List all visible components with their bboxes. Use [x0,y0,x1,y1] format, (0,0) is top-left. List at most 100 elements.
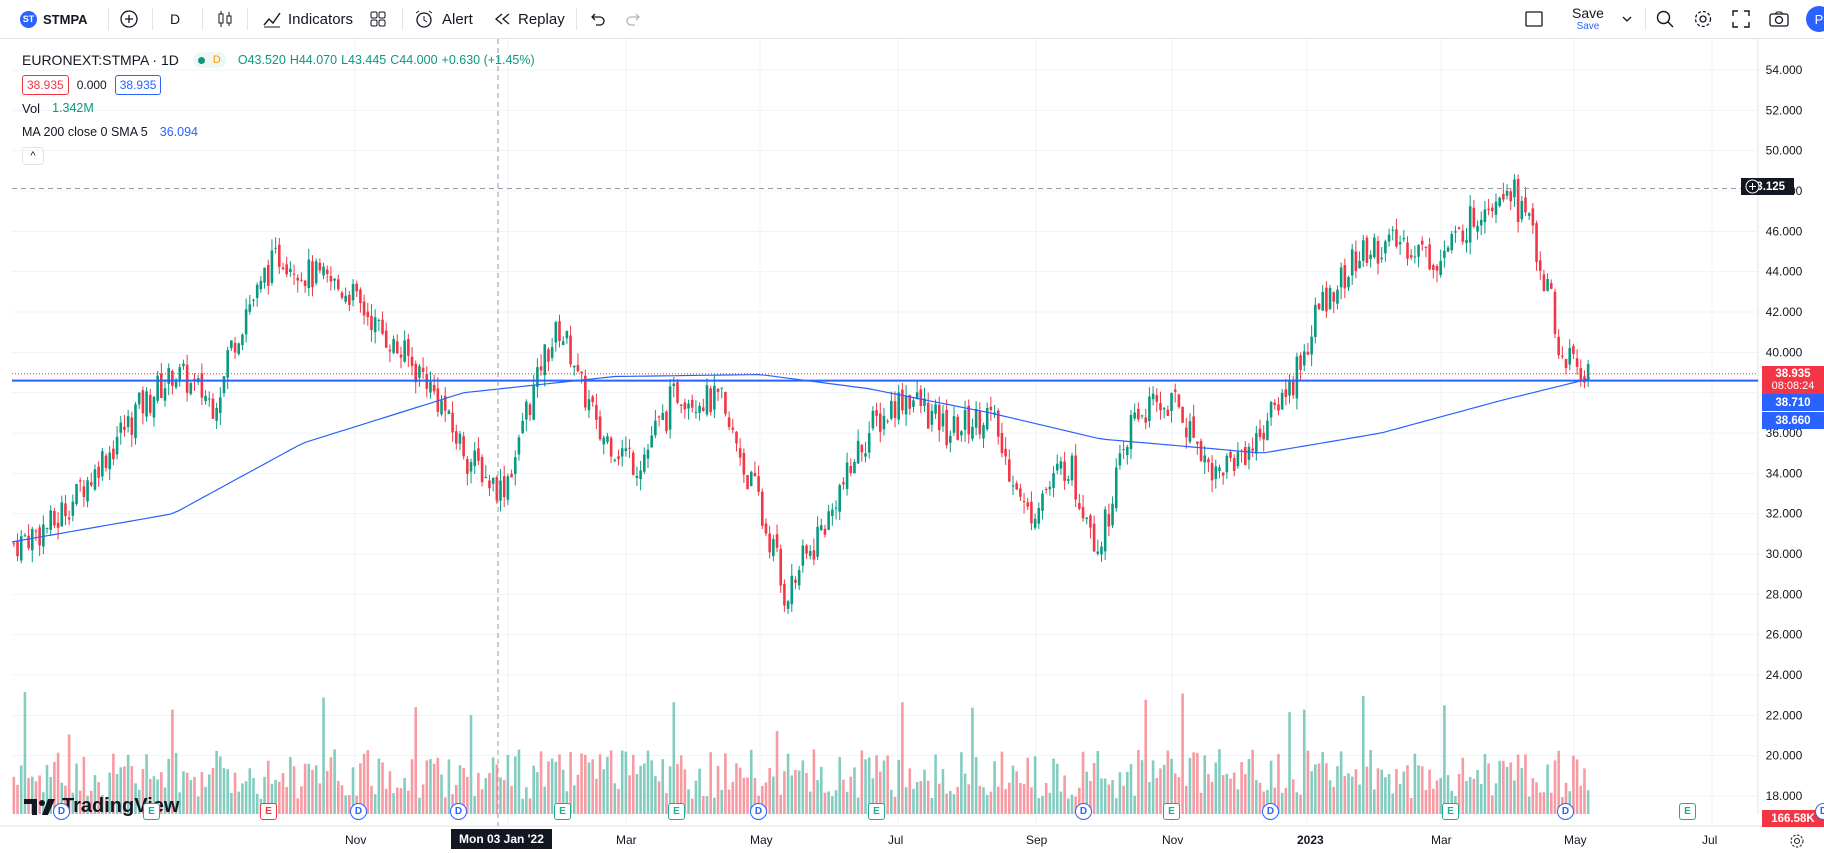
volume-bar [635,774,639,814]
candle-body [42,524,45,547]
candle-body [908,394,912,409]
time-tick-label: Sep [1026,833,1048,847]
candle-body [694,411,698,413]
ma-indicator-label[interactable]: MA 200 close 0 SMA 5 [22,125,148,139]
volume-bar [1247,758,1251,814]
earnings-event-icon[interactable]: E [554,803,571,820]
candle-body [1133,412,1136,419]
candle-body [1424,246,1428,248]
collapse-legend-button[interactable]: ^ [22,147,44,165]
price-chart[interactable]: 54.00052.00050.00048.00046.00044.00042.0… [0,39,1824,853]
candle-body [491,478,495,484]
volume-bar [23,692,27,814]
earnings-event-icon[interactable]: E [143,803,160,820]
earnings-event-icon[interactable]: E [868,803,885,820]
candle-body [772,539,775,557]
dividend-event-icon[interactable]: D [1557,803,1574,820]
candle-body [307,259,311,288]
chart-type-button[interactable] [215,0,235,38]
compare-button[interactable] [119,0,139,38]
candle-body [702,407,705,411]
earnings-event-icon[interactable]: E [1679,803,1696,820]
candle-body [16,540,19,557]
avatar[interactable]: P [1806,0,1824,38]
volume-bar [126,754,130,814]
buy-price-button[interactable]: 38.935 [114,75,162,95]
volume-bar [1328,780,1332,814]
symbol-search-button[interactable]: ST STMPA [20,0,88,38]
candle-body [572,365,576,368]
volume-bar [480,789,484,814]
volume-bar [1424,789,1428,814]
candle-body [156,375,159,401]
templates-button[interactable] [368,0,388,38]
candle-body [480,457,484,483]
volume-bar [1262,791,1265,814]
candle-body [845,462,849,490]
replay-button[interactable]: Replay [494,0,565,38]
ohlc-low: L43.445 [341,53,387,67]
candle-body [720,387,724,389]
undo-button[interactable] [588,0,606,38]
indicators-button[interactable]: Indicators [262,0,353,38]
candle-body [1177,394,1181,408]
candle-body [875,410,878,416]
candle-body [1118,453,1122,466]
volume-bar [1513,780,1516,814]
volume-bar [949,790,952,814]
volume-bar [1269,760,1273,814]
save-button[interactable]: Save Save [1572,0,1604,38]
volume-bar [742,777,746,814]
candle-body [1266,420,1269,441]
dividend-event-icon[interactable]: D [1262,803,1279,820]
candle-body [941,413,945,427]
plus-circle-icon[interactable] [1745,179,1760,194]
candle-body [1214,466,1218,479]
dividend-event-icon[interactable]: D [1075,803,1092,820]
layout-button[interactable] [1524,0,1544,38]
volume-bar [145,754,148,814]
volume-bar [56,752,60,814]
candle-body [300,279,303,281]
volume-bar [1395,769,1398,814]
dividend-event-icon[interactable]: D [750,803,767,820]
volume-indicator-label[interactable]: Vol [22,100,41,116]
interval-button[interactable]: D [170,0,180,38]
volume-bar [661,759,665,814]
dividend-event-icon[interactable]: D [450,803,467,820]
axis-settings-gear-icon[interactable] [1789,833,1805,849]
fullscreen-button[interactable] [1731,0,1751,38]
volume-bar [318,783,322,814]
candle-body [989,406,993,411]
earnings-event-icon[interactable]: E [1442,803,1459,820]
time-tick-label: May [750,833,773,847]
candle-body [112,448,115,460]
sell-price-button[interactable]: 38.935 [22,75,69,95]
earnings-event-icon[interactable]: E [1163,803,1180,820]
alert-button[interactable]: Alert [414,0,473,38]
candle-body [499,480,502,501]
volume-bar [812,749,816,814]
candle-body [325,269,329,274]
market-status[interactable]: D [192,52,226,68]
candle-body [432,385,436,392]
search-button[interactable] [1655,0,1675,38]
volume-bar [377,758,381,814]
volume-bar [248,768,252,814]
dividend-event-icon[interactable]: D [53,803,70,820]
save-dropdown-button[interactable] [1620,0,1634,38]
candle-body [152,396,156,418]
earnings-event-icon[interactable]: E [668,803,685,820]
market-open-dot [197,56,205,64]
earnings-event-icon[interactable]: E [260,803,277,820]
candle-body [960,431,963,436]
dividend-event-icon[interactable]: D [350,803,367,820]
volume-bar [388,771,392,814]
volume-bar [716,765,720,814]
volume-bar [1347,773,1350,814]
settings-button[interactable] [1693,0,1713,38]
volume-bar [362,753,366,814]
snapshot-button[interactable] [1768,0,1790,38]
volume-bar [359,763,362,814]
redo-button[interactable] [625,0,643,38]
